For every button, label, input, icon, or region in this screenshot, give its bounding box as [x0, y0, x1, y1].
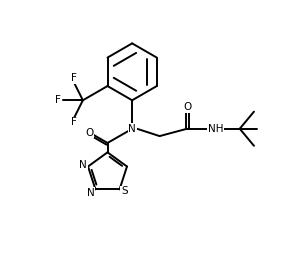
Text: F: F	[55, 95, 61, 105]
Text: N: N	[79, 160, 87, 170]
Text: N: N	[87, 188, 94, 198]
Text: F: F	[71, 73, 77, 83]
Text: S: S	[121, 186, 128, 196]
Text: F: F	[71, 117, 77, 127]
Text: N: N	[128, 124, 136, 134]
Text: O: O	[183, 102, 191, 112]
Text: O: O	[86, 128, 94, 138]
Text: NH: NH	[208, 124, 223, 134]
